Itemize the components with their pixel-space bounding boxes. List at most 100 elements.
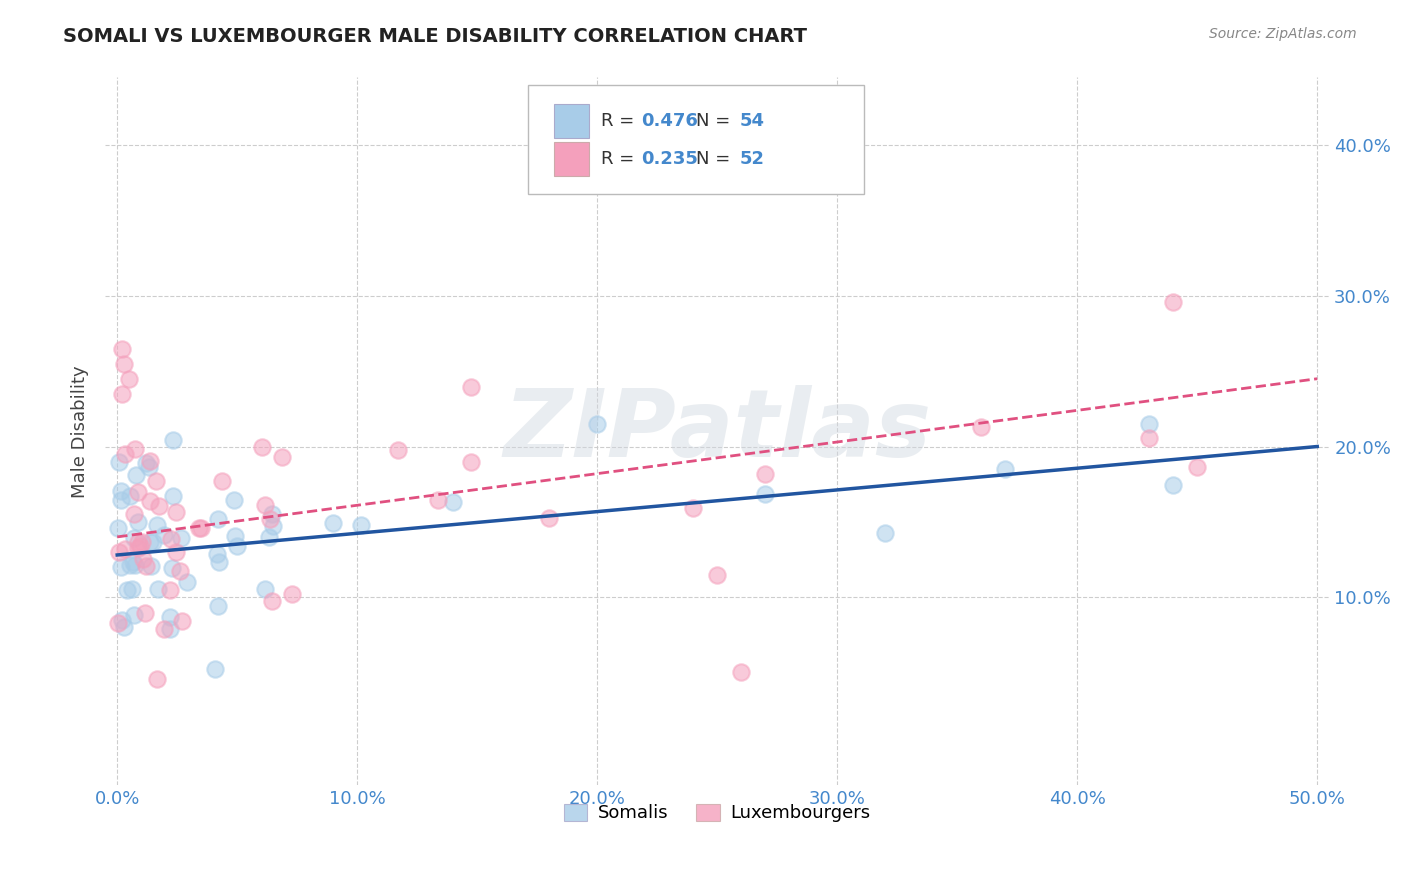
Point: [122, 555, 145, 569]
Point: [124, 468, 146, 483]
Point: [204, 662, 226, 676]
Point: [754, 487, 776, 501]
Point: [127, 541, 149, 556]
Point: [122, 608, 145, 623]
Point: [262, 594, 284, 608]
Point: [139, 494, 162, 508]
Point: [141, 558, 163, 573]
Point: [262, 507, 284, 521]
Point: [387, 442, 409, 457]
Point: [145, 474, 167, 488]
Point: [124, 508, 146, 522]
Point: [153, 622, 176, 636]
Point: [138, 459, 160, 474]
Point: [169, 531, 191, 545]
Point: [427, 493, 450, 508]
Point: [153, 527, 176, 541]
Point: [142, 534, 165, 549]
Point: [586, 417, 609, 432]
FancyBboxPatch shape: [554, 103, 589, 137]
Point: [159, 622, 181, 636]
Point: [208, 555, 231, 569]
Point: [110, 560, 132, 574]
Point: [111, 386, 134, 401]
Point: [187, 521, 209, 535]
Point: [211, 475, 233, 489]
Point: [148, 499, 170, 513]
Point: [122, 531, 145, 545]
Point: [148, 582, 170, 596]
Point: [1137, 431, 1160, 445]
Point: [207, 548, 229, 562]
Point: [226, 539, 249, 553]
Point: [190, 521, 212, 535]
Text: R =: R =: [600, 112, 640, 129]
Point: [875, 526, 897, 541]
Point: [129, 540, 152, 554]
Point: [108, 455, 131, 469]
Point: [127, 516, 149, 530]
Point: [132, 552, 155, 566]
Point: [160, 560, 183, 574]
Point: [172, 614, 194, 628]
Point: [134, 606, 156, 620]
Point: [460, 455, 482, 469]
Point: [110, 613, 132, 627]
Point: [127, 485, 149, 500]
Point: [127, 535, 149, 549]
Point: [1161, 478, 1184, 492]
Point: [110, 492, 132, 507]
FancyBboxPatch shape: [527, 85, 865, 194]
FancyBboxPatch shape: [554, 142, 589, 176]
Point: [994, 462, 1017, 476]
Point: [139, 535, 162, 549]
Point: [160, 532, 183, 546]
Point: [118, 372, 141, 386]
Point: [121, 582, 143, 596]
Point: [207, 599, 229, 614]
Point: [176, 574, 198, 589]
Legend: Somalis, Luxembourgers: Somalis, Luxembourgers: [557, 797, 877, 830]
Point: [159, 610, 181, 624]
Text: N =: N =: [696, 150, 737, 168]
Point: [131, 535, 153, 549]
Point: [138, 454, 160, 468]
Point: [754, 467, 776, 481]
Point: [110, 483, 132, 498]
Point: [114, 447, 136, 461]
Point: [114, 541, 136, 556]
Point: [1187, 459, 1209, 474]
Point: [538, 511, 561, 525]
Point: [682, 501, 704, 516]
Point: [281, 587, 304, 601]
Text: N =: N =: [696, 112, 737, 129]
Point: [253, 498, 276, 512]
Point: [107, 521, 129, 535]
Text: 54: 54: [740, 112, 765, 129]
Point: [322, 516, 344, 530]
Point: [460, 380, 482, 394]
Point: [1137, 417, 1160, 431]
Point: [146, 517, 169, 532]
Point: [259, 531, 281, 545]
Text: ZIPatlas: ZIPatlas: [503, 385, 931, 477]
Text: Source: ZipAtlas.com: Source: ZipAtlas.com: [1209, 27, 1357, 41]
Point: [350, 518, 373, 533]
Point: [262, 518, 284, 533]
Point: [124, 558, 146, 572]
Point: [159, 582, 181, 597]
Point: [120, 489, 142, 503]
Point: [165, 545, 187, 559]
Point: [207, 512, 229, 526]
Point: [120, 558, 142, 572]
Point: [222, 492, 245, 507]
Point: [271, 450, 294, 464]
Point: [146, 672, 169, 686]
Point: [441, 495, 464, 509]
Point: [124, 442, 146, 456]
Point: [117, 582, 139, 597]
Point: [254, 582, 277, 596]
Point: [162, 490, 184, 504]
Point: [169, 564, 191, 578]
Text: SOMALI VS LUXEMBOURGER MALE DISABILITY CORRELATION CHART: SOMALI VS LUXEMBOURGER MALE DISABILITY C…: [63, 27, 807, 45]
